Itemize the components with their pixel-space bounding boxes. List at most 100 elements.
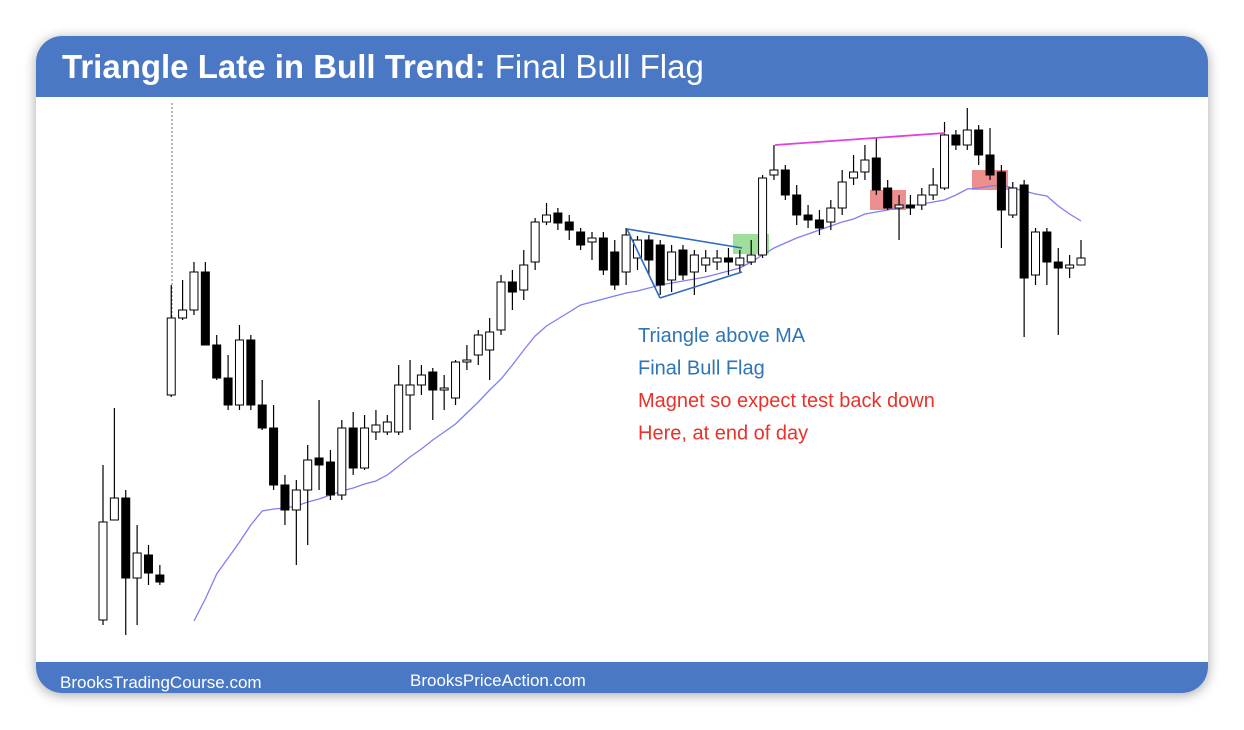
candle-body xyxy=(951,134,961,146)
candle-body xyxy=(871,157,881,191)
candle-body xyxy=(291,489,301,511)
candle-body xyxy=(451,361,461,399)
candle-body xyxy=(723,257,733,263)
candle-body xyxy=(394,384,404,433)
candle-body xyxy=(962,129,972,146)
candle-body xyxy=(621,234,631,273)
candle-body xyxy=(928,184,938,196)
candle-body xyxy=(314,457,324,466)
candle-body xyxy=(507,281,517,293)
candle-body xyxy=(576,231,586,246)
trend-line xyxy=(626,228,661,299)
candle-body xyxy=(473,334,483,356)
candle-body xyxy=(701,257,711,266)
footer-text: BrooksPriceAction.com xyxy=(410,671,586,690)
candle-body xyxy=(894,204,904,209)
candle-body xyxy=(246,339,256,406)
candle-body xyxy=(746,254,756,263)
candle-body xyxy=(1076,257,1086,266)
candle-body xyxy=(667,251,677,281)
candle-body xyxy=(837,181,847,209)
candle-body xyxy=(814,219,824,229)
candle-body xyxy=(632,239,642,259)
candle-body xyxy=(280,484,290,511)
plot xyxy=(98,108,1086,635)
candle-body xyxy=(348,427,358,469)
candle-body xyxy=(803,214,813,221)
candle-body xyxy=(564,221,574,231)
candle-body xyxy=(325,461,335,496)
trend-line xyxy=(659,271,743,299)
candle-body xyxy=(519,264,529,291)
candle-body xyxy=(223,377,233,406)
candle-body xyxy=(109,497,119,521)
candle-body xyxy=(189,271,199,311)
candle-body xyxy=(542,214,552,223)
candle-body xyxy=(530,221,540,263)
resistance-line xyxy=(774,132,946,146)
candle-body xyxy=(780,169,790,196)
candle-body xyxy=(985,154,995,176)
candle-body xyxy=(257,404,267,429)
candle-body xyxy=(678,249,688,276)
candle-body xyxy=(382,421,392,433)
candle-body xyxy=(712,257,722,263)
candle-body xyxy=(155,574,165,583)
candle-body xyxy=(121,497,131,579)
footer-band xyxy=(36,662,1208,693)
candle-body xyxy=(269,427,279,486)
header-band xyxy=(36,36,1208,97)
trend-line xyxy=(626,228,743,249)
candle-body xyxy=(974,129,984,156)
candle-body xyxy=(644,239,654,261)
candle-body xyxy=(587,237,597,243)
annotation: Here, at end of day xyxy=(638,423,808,445)
candle-body xyxy=(360,427,370,469)
footer-text: BrooksTradingCourse.com xyxy=(60,673,262,692)
candle-body xyxy=(826,207,836,223)
candle-body xyxy=(485,331,495,351)
candle-body xyxy=(758,177,768,256)
candle-body xyxy=(439,387,449,391)
title-regular: Final Bull Flag xyxy=(495,48,704,85)
candle-body xyxy=(234,339,244,406)
annotations: Triangle above MA Final Bull Flag Magnet s… xyxy=(638,325,935,445)
candle-body xyxy=(553,212,563,224)
candle-body xyxy=(689,254,699,273)
annotation: Magnet so expect test back down xyxy=(638,390,935,412)
candle-body xyxy=(996,171,1006,211)
candle-body xyxy=(132,552,142,579)
candle-body xyxy=(1008,187,1018,216)
annotation: Triangle above MA xyxy=(638,325,806,347)
candle-body xyxy=(1042,231,1052,263)
candle-body xyxy=(917,194,927,206)
candle-body xyxy=(143,554,153,574)
candle-body xyxy=(496,281,506,331)
candle-body xyxy=(371,424,381,433)
triangle xyxy=(626,228,743,299)
candle-body xyxy=(337,427,347,496)
candle-body xyxy=(735,257,745,266)
candle-body xyxy=(1053,261,1063,269)
candle-body xyxy=(303,459,313,491)
candle-body xyxy=(610,251,620,286)
candle-body xyxy=(178,309,188,319)
candle-body xyxy=(428,371,438,391)
candle-body xyxy=(792,194,802,216)
candle-body xyxy=(1065,264,1075,269)
candle-body xyxy=(655,244,665,286)
candle-body xyxy=(860,159,870,173)
candle-body xyxy=(98,521,108,621)
title: Triangle Late in Bull Trend: Final Bull … xyxy=(62,48,704,85)
candle-body xyxy=(405,384,415,396)
candle-body xyxy=(883,187,893,209)
candle-body xyxy=(849,171,859,179)
title-bold: Triangle Late in Bull Trend: xyxy=(62,48,486,85)
candle-body xyxy=(1019,184,1029,279)
candle-body xyxy=(166,317,176,396)
annotation: Final Bull Flag xyxy=(638,358,765,380)
candle-body xyxy=(769,169,779,176)
candle-body xyxy=(212,344,222,379)
